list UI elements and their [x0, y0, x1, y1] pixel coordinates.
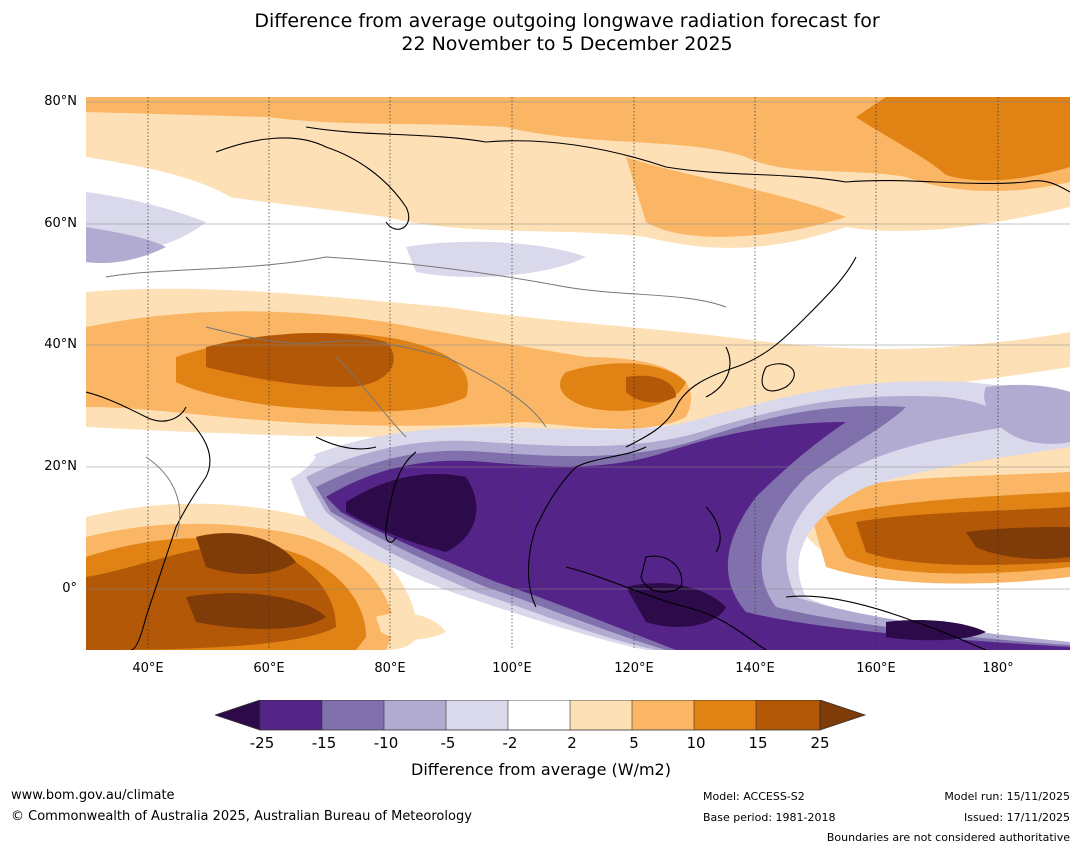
- lon-label-100e: 100°E: [492, 661, 532, 676]
- colorbar-tick: -5: [440, 734, 456, 752]
- country-borders: [105, 256, 727, 538]
- model-run-text: Model run: 15/11/2025: [944, 790, 1070, 803]
- shade-lt-minus25-bengal: [346, 474, 477, 552]
- map-title: Difference from average outgoing longwav…: [0, 10, 1081, 56]
- lat-label-40n: 40°N: [44, 337, 77, 352]
- olr-anomaly-map: [86, 97, 1070, 650]
- colorbar-tick: -15: [311, 734, 337, 752]
- colorbar-tick: 5: [629, 734, 639, 752]
- colorbar-tick: -2: [502, 734, 518, 752]
- shade-15-25-china: [626, 375, 676, 403]
- lon-label-120e: 120°E: [614, 661, 654, 676]
- colorbar-extend-high: [819, 700, 867, 731]
- colorbar-dividers: [321, 700, 757, 730]
- shade-gt25-indian-ocean: [186, 593, 326, 629]
- colorbar-tick: 2: [567, 734, 577, 752]
- shade-5-10-siberia: [626, 157, 846, 237]
- anomaly-shading: [86, 97, 1070, 650]
- shade-minus5-mongolia: [406, 241, 586, 277]
- shade-lt-minus25-borneo: [626, 583, 726, 627]
- shade-5-10-north: [86, 97, 1070, 192]
- lon-label-160e: 160°E: [856, 661, 896, 676]
- lon-label-80e: 80°E: [374, 661, 406, 676]
- lon-label-180: 180°: [982, 661, 1014, 676]
- copyright-text: © Commonwealth of Australia 2025, Austra…: [11, 809, 472, 824]
- lon-label-40e: 40°E: [132, 661, 164, 676]
- lon-label-140e: 140°E: [735, 661, 775, 676]
- colorbar-bin-3: [384, 700, 446, 730]
- colorbar-bin-4: [446, 700, 508, 730]
- gridlines-latitude: [86, 101, 1070, 590]
- title-line-2: 22 November to 5 December 2025: [401, 33, 733, 55]
- colorbar-title: Difference from average (W/m2): [411, 760, 671, 779]
- colorbar-tick: 25: [810, 734, 830, 752]
- lon-label-60e: 60°E: [253, 661, 285, 676]
- base-period-text: Base period: 1981-2018: [703, 811, 836, 824]
- map-canvas: [86, 97, 1070, 650]
- shade-2-5-equator: [376, 612, 446, 640]
- colorbar: [215, 700, 867, 731]
- model-text: Model: ACCESS-S2: [703, 790, 805, 803]
- shade-lt-minus25-pacific: [886, 620, 986, 641]
- colorbar-bin-2: [322, 700, 384, 730]
- shade-minus10-europe: [86, 227, 166, 264]
- shade-15-25-afghanistan: [206, 332, 394, 387]
- lat-label-equator: 0°: [62, 581, 77, 596]
- website-link[interactable]: www.bom.gov.au/climate: [11, 788, 175, 803]
- colorbar-bin-9: [756, 700, 820, 730]
- shade-minus10-nw-pacific: [984, 384, 1070, 444]
- shade-gt25-pacific: [966, 527, 1070, 559]
- shade-gt25-somalia: [196, 533, 296, 574]
- colorbar-bin-5: [508, 700, 570, 730]
- gridlines-longitude: [147, 97, 999, 650]
- shade-10-15-northeast: [856, 97, 1070, 181]
- lat-label-80n: 80°N: [44, 94, 77, 109]
- colorbar-tick: 15: [748, 734, 768, 752]
- colorbar-bin-1: [260, 700, 322, 730]
- title-line-1: Difference from average outgoing longwav…: [254, 10, 880, 32]
- colorbar-bin-8: [694, 700, 756, 730]
- colorbar-bin-7: [632, 700, 694, 730]
- colorbar-bin-6: [570, 700, 632, 730]
- issued-text: Issued: 17/11/2025: [963, 811, 1070, 824]
- lat-label-60n: 60°N: [44, 216, 77, 231]
- colorbar-extend-low: [215, 700, 261, 731]
- disclaimer-text: Boundaries are not considered authoritat…: [826, 831, 1070, 844]
- colorbar-tick: 10: [686, 734, 706, 752]
- colorbar-outline: [259, 700, 821, 731]
- colorbar-tick: -10: [373, 734, 399, 752]
- lat-label-20n: 20°N: [44, 459, 77, 474]
- coastlines: [86, 126, 1070, 650]
- colorbar-tick: -25: [249, 734, 275, 752]
